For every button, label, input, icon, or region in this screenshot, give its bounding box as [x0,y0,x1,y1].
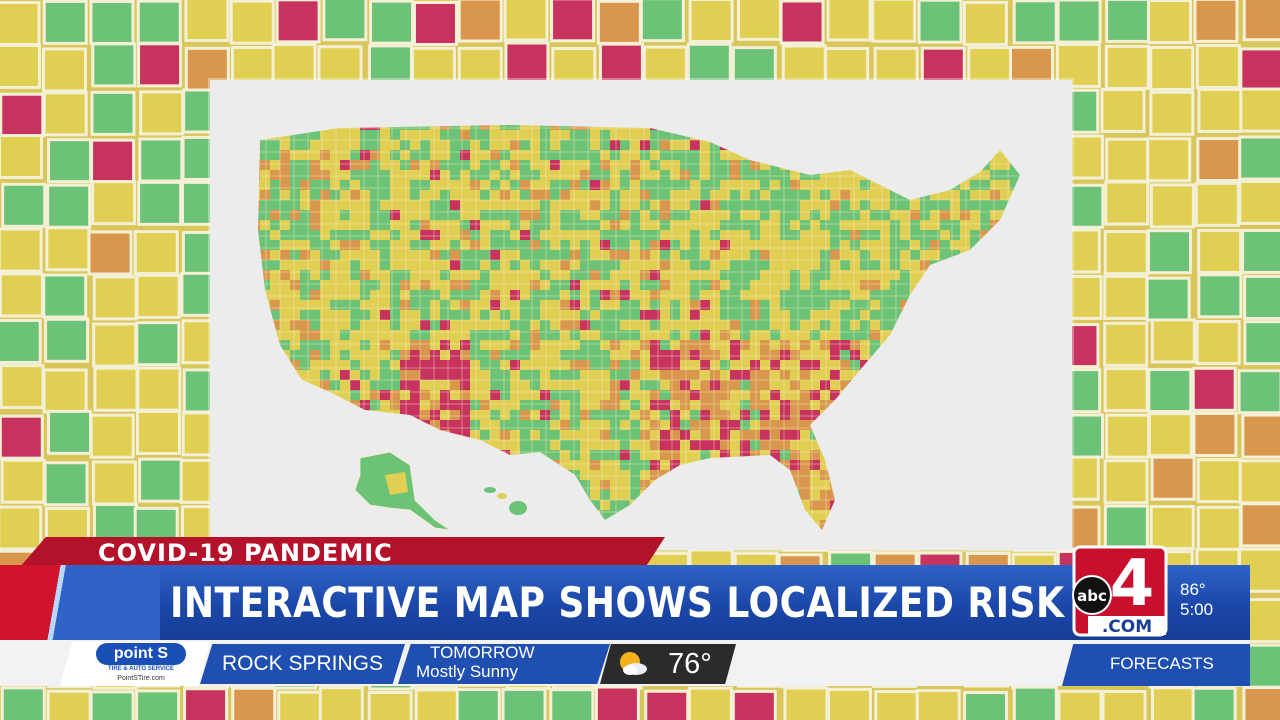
alaska-counties [354,451,451,531]
clock-widget: 86° 5:00 [1180,580,1213,620]
hawaii-counties [484,487,527,515]
section-panel [1062,644,1250,686]
forecast-day-label: TOMORROW [430,643,535,662]
forecast-condition: Mostly Sunny [416,662,519,681]
partly-sunny-icon [620,652,647,675]
category-banner [20,537,665,567]
sponsor-tagline: TIRE & AUTO SERVICE [108,666,174,672]
sponsor-url: PointSTire.com [117,675,165,682]
section-label: FORECASTS [1110,654,1214,673]
network-name: abc [1077,587,1107,605]
sponsor-logo-text: point S [96,643,186,665]
forecast-temperature: 76° [668,648,712,680]
abc4-station-logo: 4 abc .COM [1072,545,1168,637]
headline-banner [0,565,1250,640]
forecast-panel [398,644,610,684]
us-county-risk-map [210,80,1072,550]
location-name: ROCK SPRINGS [222,652,384,675]
station-domain: .COM [1102,617,1152,637]
headline-accent-stripe [0,565,160,640]
channel-number: 4 [1110,547,1155,621]
headline-text: INTERACTIVE MAP SHOWS LOCALIZED RISK [170,578,1065,627]
current-time: 5:00 [1180,600,1214,619]
category-label: COVID-19 PANDEMIC [98,539,393,567]
current-temperature: 86° [1180,580,1206,599]
location-panel [200,644,405,684]
us-map-svg [258,125,1020,531]
